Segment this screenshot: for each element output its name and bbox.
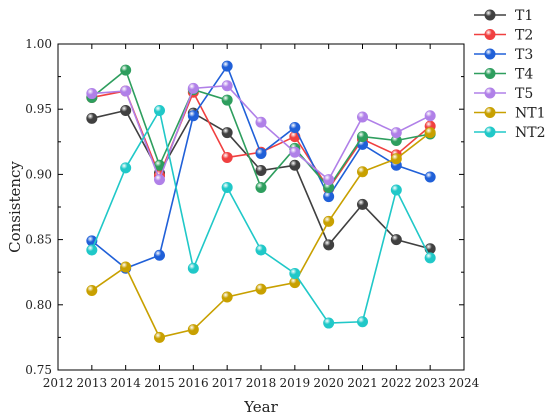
data-point-t4-2017	[221, 94, 233, 106]
data-point-nt1-2022	[390, 153, 402, 165]
x-tick-label: 2012	[43, 376, 74, 390]
data-point-t3-2023	[424, 171, 436, 183]
data-point-t5-2017	[221, 80, 233, 92]
data-point-t3-2015	[154, 249, 166, 261]
data-point-nt2-2015	[154, 105, 166, 117]
axes: 2012 2013 2014 2015 2016 2017 2018 2019 2020 2021…	[25, 37, 479, 390]
legend-marker-t2	[484, 28, 496, 40]
data-point-nt2-2020	[323, 317, 335, 329]
x-tick-label: 2023	[415, 376, 446, 390]
data-point-t5-2019	[289, 146, 301, 158]
data-point-nt1-2014	[120, 261, 132, 273]
legend-label-t3: T3	[515, 47, 533, 63]
x-tick-label: 2016	[178, 376, 209, 390]
legend-marker-nt1	[484, 107, 496, 119]
y-axis-title: Consistency	[6, 161, 24, 253]
y-tick-label: 0.75	[25, 363, 52, 377]
x-tick-label: 2017	[212, 376, 243, 390]
data-point-t5-2023	[424, 110, 436, 122]
data-point-t3-2017	[221, 60, 233, 72]
data-point-nt2-2018	[255, 244, 267, 256]
x-tick-label: 2013	[77, 376, 108, 390]
legend-marker-t4	[484, 68, 496, 80]
y-tick-label: 0.80	[25, 298, 52, 312]
legend-marker-nt2	[484, 126, 496, 138]
data-point-nt1-2016	[187, 324, 199, 336]
data-point-t1-2019	[289, 159, 301, 171]
data-point-nt1-2018	[255, 283, 267, 295]
y-tick-label: 1.00	[25, 37, 52, 51]
data-point-t5-2013	[86, 88, 98, 100]
x-tick-label: 2018	[246, 376, 277, 390]
x-tick-label: 2024	[449, 376, 480, 390]
data-point-nt2-2019	[289, 268, 301, 280]
legend-label-t2: T2	[515, 28, 533, 44]
x-axis-title: Year	[243, 398, 278, 416]
data-point-t3-2018	[255, 148, 267, 160]
legend-label-t4: T4	[515, 67, 533, 83]
data-point-t2-2017	[221, 151, 233, 163]
x-tick-label: 2020	[313, 376, 344, 390]
data-point-t3-2019	[289, 121, 301, 133]
legend-marker-t3	[484, 48, 496, 60]
data-point-t1-2018	[255, 164, 267, 176]
x-tick-label: 2022	[381, 376, 412, 390]
legend-label-t1: T1	[515, 8, 533, 24]
data-point-t1-2022	[390, 234, 402, 246]
data-point-t4-2018	[255, 181, 267, 193]
data-point-nt2-2021	[356, 316, 368, 328]
data-point-nt2-2023	[424, 252, 436, 264]
data-point-t5-2018	[255, 116, 267, 128]
x-tick-label: 2015	[144, 376, 175, 390]
legend-marker-t5	[484, 87, 496, 99]
legend-label-t5: T5	[515, 86, 533, 102]
legend-marker-t1	[484, 9, 496, 21]
x-tick-label: 2019	[280, 376, 311, 390]
data-point-t1-2020	[323, 239, 335, 251]
data-point-nt1-2020	[323, 215, 335, 227]
legend: T1 T2 T3 T4 T5 NT1 NT2	[474, 8, 546, 141]
legend-label-nt2: NT2	[515, 125, 546, 141]
data-point-t1-2013	[86, 112, 98, 124]
data-point-nt1-2023	[424, 127, 436, 139]
y-tick-label: 0.95	[25, 102, 52, 116]
data-point-t5-2020	[323, 174, 335, 186]
data-point-t1-2014	[120, 105, 132, 117]
data-point-nt1-2017	[221, 291, 233, 303]
y-tick-label: 0.90	[25, 167, 52, 181]
data-point-t3-2016	[187, 110, 199, 122]
data-point-nt2-2016	[187, 262, 199, 274]
data-point-t1-2017	[221, 127, 233, 139]
data-point-t5-2016	[187, 82, 199, 94]
data-point-t5-2015	[154, 174, 166, 186]
legend-label-nt1: NT1	[515, 106, 546, 122]
data-point-nt2-2014	[120, 162, 132, 174]
series-line-nt1	[91, 132, 431, 339]
data-point-t5-2022	[390, 127, 402, 139]
data-point-t1-2021	[356, 198, 368, 210]
data-point-t4-2014	[120, 64, 132, 76]
data-point-t4-2021	[356, 131, 368, 143]
data-point-nt1-2013	[86, 284, 98, 296]
data-point-nt2-2013	[86, 244, 98, 256]
data-point-nt1-2021	[356, 166, 368, 178]
data-point-t5-2014	[120, 85, 132, 97]
y-tick-label: 0.85	[25, 233, 52, 247]
series-layer	[86, 60, 436, 343]
data-point-nt1-2015	[154, 331, 166, 343]
x-tick-label: 2014	[110, 376, 141, 390]
data-point-nt2-2022	[390, 184, 402, 196]
data-point-t5-2021	[356, 111, 368, 123]
x-tick-label: 2021	[347, 376, 378, 390]
data-point-nt2-2017	[221, 181, 233, 193]
